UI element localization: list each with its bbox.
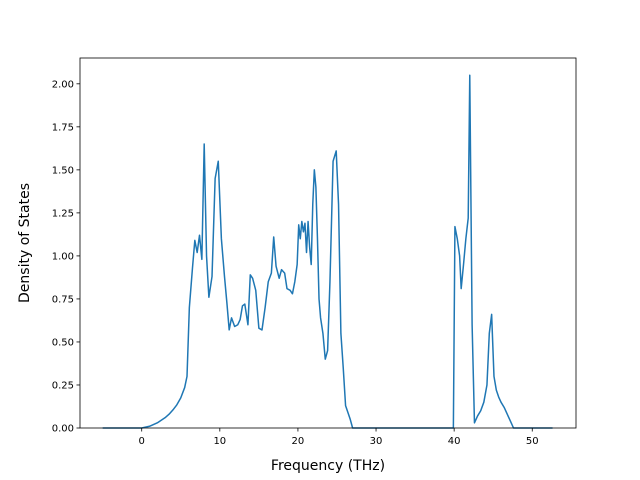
x-tick-label: 50 [526, 436, 539, 447]
y-tick-label: 1.25 [52, 208, 74, 219]
y-tick-label: 2.00 [52, 79, 74, 90]
x-tick-label: 30 [370, 436, 383, 447]
x-tick-label: 0 [139, 436, 145, 447]
y-axis-ticks: 0.00 0.25 0.50 0.75 1.00 1.25 1.50 1.75 2.00 [52, 79, 80, 435]
x-axis-ticks: 0 10 20 30 40 50 [139, 428, 539, 447]
x-tick-label: 20 [292, 436, 305, 447]
series-line-0 [102, 74, 553, 429]
x-tick-label: 40 [448, 436, 461, 447]
y-tick-label: 1.50 [52, 165, 74, 176]
series-layer [102, 74, 553, 429]
x-tick-label: 10 [213, 436, 226, 447]
plot-frame [79, 57, 577, 429]
y-axis-label: Density of States [17, 183, 33, 303]
x-axis-label: Frequency (THz) [271, 458, 385, 474]
plot-area [80, 58, 576, 428]
y-tick-label: 0.75 [52, 294, 74, 305]
y-tick-label: 0.00 [52, 424, 74, 435]
y-tick-label: 1.00 [52, 251, 74, 262]
y-tick-label: 0.25 [52, 380, 74, 391]
y-tick-label: 0.50 [52, 337, 74, 348]
y-tick-label: 1.75 [52, 122, 74, 133]
